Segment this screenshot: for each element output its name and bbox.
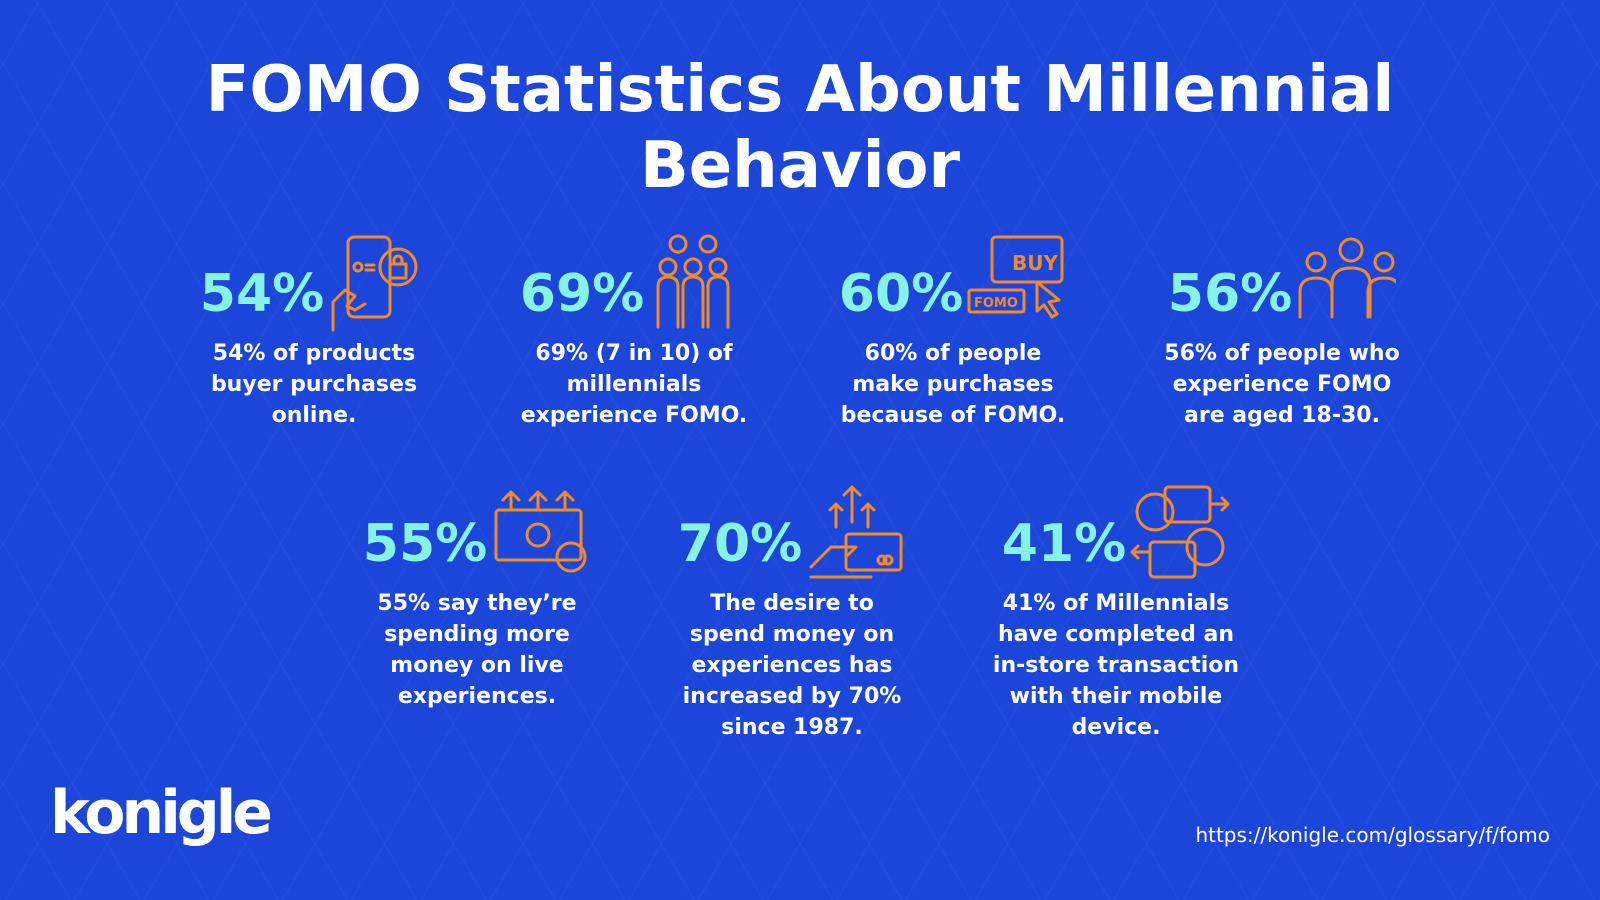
stat-percent: 70%	[677, 514, 803, 574]
stat-description-line: 60% of people	[864, 341, 1042, 366]
stat-description: 41% of Millennials have completed an in-st…	[946, 588, 1286, 743]
stat-header: 41%	[946, 478, 1286, 582]
stat-card: 60% BUY FOMO 60% of people make purchases bec…	[783, 228, 1123, 431]
stat-description-line: because of FOMO.	[840, 403, 1066, 428]
stat-card: 54% 54% of products buyer purchases online.	[144, 228, 484, 431]
stat-description: 60% of people make purchases because of FO…	[783, 338, 1123, 431]
money-exchange-icon	[1130, 482, 1230, 582]
stat-description: 54% of products buyer purchases online.	[144, 338, 484, 431]
stat-description-line: 55% say they’re	[377, 591, 577, 616]
stat-description-line: 56% of people who	[1164, 341, 1400, 366]
stat-description-line: millennials	[566, 372, 702, 397]
stat-header: 54%	[144, 228, 484, 332]
svg-text:FOMO: FOMO	[974, 296, 1018, 311]
stat-percent: 60%	[838, 264, 964, 324]
hand-card-arrows-icon	[806, 482, 906, 582]
stat-percent: 41%	[1001, 514, 1127, 574]
source-url: https://konigle.com/glossary/f/fomo	[1195, 823, 1550, 847]
stat-description-line: have completed an	[997, 622, 1235, 647]
stat-header: 60% BUY FOMO	[783, 228, 1123, 332]
stat-card: 69% 69% (7 in 10) of millennials experience…	[464, 228, 804, 431]
stat-description-line: with their mobile	[1009, 684, 1223, 709]
stat-description-line: device.	[1071, 715, 1161, 740]
stat-header: 56%	[1112, 228, 1452, 332]
stat-percent: 56%	[1167, 264, 1293, 324]
stat-card: 55% 55% say they’re spending more money on …	[307, 478, 647, 712]
stat-percent: 69%	[519, 264, 645, 324]
stat-description-line: 54% of products	[212, 341, 416, 366]
stat-description-line: increased by 70%	[682, 684, 902, 709]
stat-description: 56% of people who experience FOMO are aged…	[1112, 338, 1452, 431]
stat-card: 56% 56% of people who experience FOMO are a…	[1112, 228, 1452, 431]
people-group-icon	[648, 232, 748, 332]
title-line-2: Behavior	[639, 129, 961, 203]
title-line-1: FOMO Statistics About Millennial	[205, 53, 1395, 127]
buy-fomo-click-icon: BUY FOMO	[967, 232, 1067, 332]
stat-header: 69%	[464, 228, 804, 332]
stat-description-line: money on live	[390, 653, 564, 678]
stat-description: The desire to spend money on experiences h…	[622, 588, 962, 743]
stat-percent: 55%	[362, 514, 488, 574]
stat-description-line: experiences.	[397, 684, 557, 709]
stat-header: 70%	[622, 478, 962, 582]
stat-description-line: spending more	[384, 622, 570, 647]
page-title: FOMO Statistics About Millennial Behavio…	[0, 52, 1600, 204]
phone-shopping-bag-icon	[328, 232, 428, 332]
stat-description-line: are aged 18-30.	[1184, 403, 1380, 428]
svg-text:BUY: BUY	[1012, 251, 1058, 275]
stat-description-line: 41% of Millennials	[1002, 591, 1230, 616]
stat-description: 55% say they’re spending more money on liv…	[307, 588, 647, 712]
stat-description-line: spend money on	[689, 622, 895, 647]
three-people-icon	[1296, 232, 1402, 332]
konigle-logo: konigle	[50, 778, 273, 848]
stat-description-line: experiences has	[691, 653, 893, 678]
stat-description-line: experience FOMO	[1172, 372, 1392, 397]
stat-description-line: experience FOMO.	[520, 403, 748, 428]
stat-description-line: 69% (7 in 10) of	[535, 341, 733, 366]
stat-description-line: in-store transaction	[992, 653, 1240, 678]
stat-percent: 54%	[199, 264, 325, 324]
stat-card: 41% 41% of Millennials have completed an in…	[946, 478, 1286, 743]
stat-description-line: online.	[271, 403, 357, 428]
stat-card: 70% The desire to spend money on experience…	[622, 478, 962, 743]
stat-description-line: buyer purchases	[210, 372, 418, 397]
stat-header: 55%	[307, 478, 647, 582]
stat-description-line: since 1987.	[721, 715, 863, 740]
stat-description-line: The desire to	[710, 591, 874, 616]
money-rising-icon	[491, 482, 591, 582]
stat-description: 69% (7 in 10) of millennials experience FO…	[464, 338, 804, 431]
stat-description-line: make purchases	[852, 372, 1054, 397]
